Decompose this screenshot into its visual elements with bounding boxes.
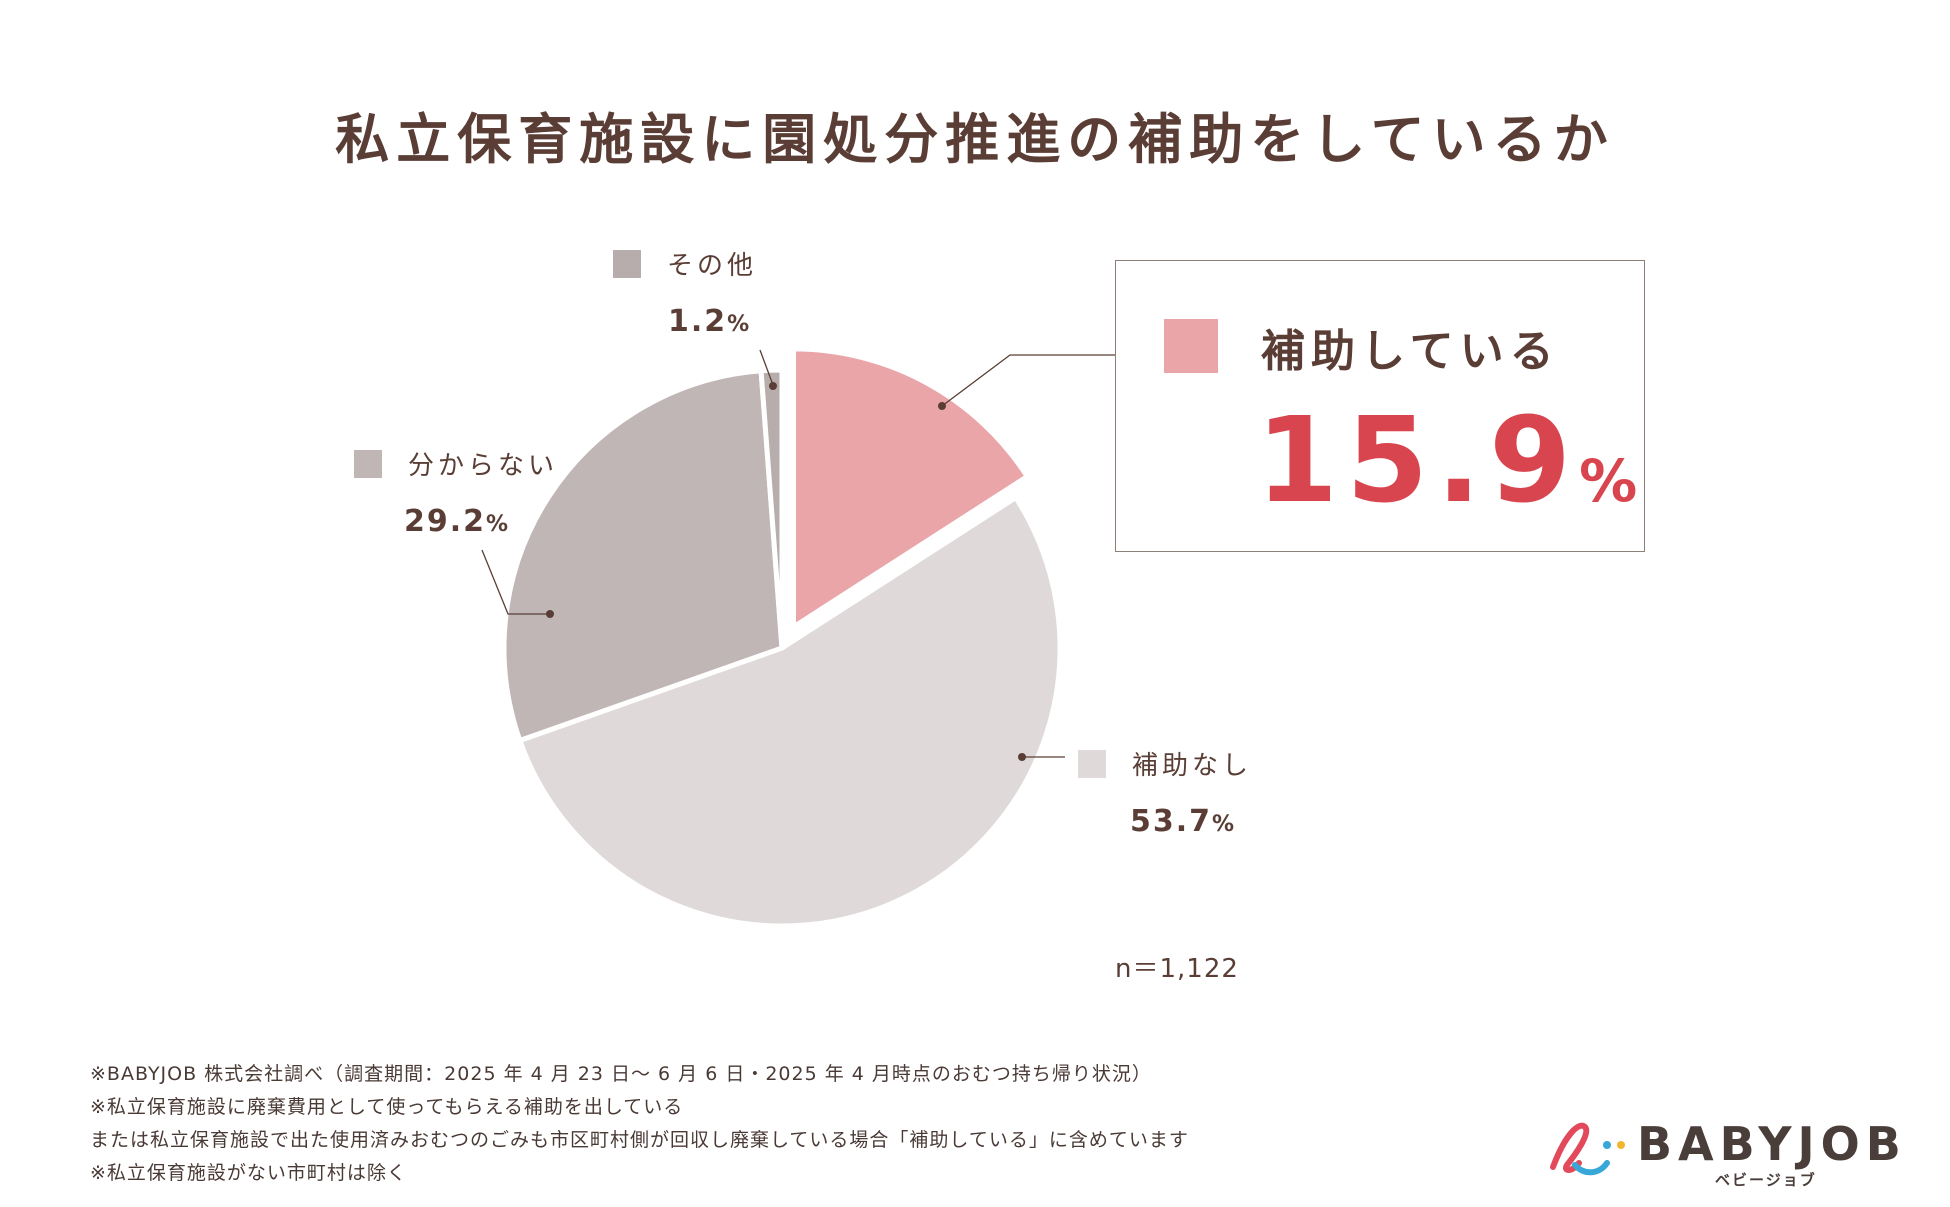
legend-no-subsidy: 補助なし 53.7% bbox=[1078, 745, 1252, 839]
callout-swatch-subsidized bbox=[1164, 319, 1218, 373]
legend-swatch-other bbox=[613, 249, 641, 278]
legend-value-other: 1.2% bbox=[668, 304, 752, 339]
legend-swatch-unknown bbox=[354, 449, 382, 478]
legend-value-unknown: 29.2% bbox=[404, 504, 511, 539]
footnotes: ※BABYJOB 株式会社調べ（調査期間：2025 年 4 月 23 日〜 6 … bbox=[90, 1058, 1189, 1190]
leader-dot-no-subsidy bbox=[1018, 753, 1026, 761]
footnote-line: または私立保育施設で出た使用済みおむつのごみも市区町村側が回収し廃棄している場合… bbox=[90, 1129, 1189, 1151]
footnote-line: ※私立保育施設に廃棄費用として使ってもらえる補助を出している bbox=[90, 1096, 684, 1118]
logo-kana: ベビージョブ bbox=[1715, 1171, 1817, 1189]
legend-label-other: その他 bbox=[667, 251, 758, 281]
leader-line-other bbox=[759, 349, 774, 386]
pie-slice-3 bbox=[758, 367, 785, 651]
leader-line-subsidized bbox=[941, 354, 1115, 407]
chart-title: 私立保育施設に園処分推進の補助をしているか bbox=[335, 108, 1615, 171]
legend-swatch-no-subsidy bbox=[1078, 749, 1106, 778]
legend-unknown: 分からない 29.2% bbox=[354, 445, 558, 539]
legend-label-unknown: 分からない bbox=[408, 451, 559, 481]
leader-dot-unknown bbox=[546, 610, 554, 618]
callout-value-subsidized: 15.9% bbox=[1256, 391, 1638, 529]
logo-wordmark: BABYJOB bbox=[1637, 1117, 1907, 1171]
callout-subsidized: 補助している 15.9% bbox=[1115, 260, 1645, 552]
footnote-line: ※BABYJOB 株式会社調べ（調査期間：2025 年 4 月 23 日〜 6 … bbox=[90, 1063, 1152, 1085]
pie-slice-0 bbox=[790, 346, 1030, 630]
babyjob-logo: BABYJOB ベビージョブ bbox=[1545, 1115, 1901, 1190]
pie-slice-1 bbox=[517, 495, 1063, 929]
leader-dot-other bbox=[769, 382, 777, 390]
sample-size-label: n＝1,122 bbox=[1115, 954, 1239, 984]
legend-other: その他 1.2% bbox=[613, 245, 757, 339]
pie-slice-2 bbox=[501, 368, 785, 744]
callout-label-subsidized: 補助している bbox=[1261, 326, 1560, 377]
leader-dot-subsidized bbox=[938, 402, 946, 410]
legend-value-no-subsidy: 53.7% bbox=[1130, 804, 1237, 839]
legend-label-no-subsidy: 補助なし bbox=[1132, 751, 1253, 781]
leader-line-unknown bbox=[481, 549, 550, 615]
babyjob-logo-icon bbox=[1550, 1122, 1625, 1176]
footnote-line: ※私立保育施設がない市町村は除く bbox=[90, 1162, 407, 1184]
